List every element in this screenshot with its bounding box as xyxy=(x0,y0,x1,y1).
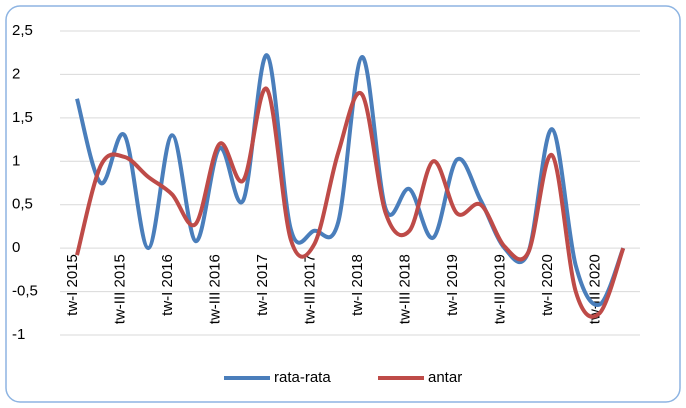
x-tick-label: tw-III 2019 xyxy=(491,254,508,324)
x-tick-label: tw-I 2019 xyxy=(444,254,461,316)
x-tick-label: tw-III 2018 xyxy=(396,254,413,324)
x-tick-label: tw-I 2015 xyxy=(64,254,81,316)
legend-label: rata-rata xyxy=(274,369,331,386)
x-tick-label: tw-III 2015 xyxy=(111,254,128,324)
x-tick-label: tw-III 2017 xyxy=(301,254,318,324)
x-tick-label: tw-III 2016 xyxy=(206,254,223,324)
y-tick-label: -0,5 xyxy=(12,283,38,300)
y-tick-label: 0,5 xyxy=(12,196,33,213)
y-tick-label: -1 xyxy=(12,326,25,343)
y-tick-label: 2,5 xyxy=(12,22,33,39)
x-tick-label: tw-I 2017 xyxy=(254,254,271,316)
y-tick-label: 0 xyxy=(12,239,20,256)
y-tick-label: 1,5 xyxy=(12,109,33,126)
x-tick-label: tw-I 2020 xyxy=(539,254,556,316)
x-tick-label: tw-I 2016 xyxy=(159,254,176,316)
legend-label: antar xyxy=(428,369,462,386)
series-line xyxy=(75,86,626,319)
x-tick-label: tw-I 2018 xyxy=(349,254,366,316)
y-tick-label: 1 xyxy=(12,152,20,169)
y-tick-label: 2 xyxy=(12,65,20,82)
